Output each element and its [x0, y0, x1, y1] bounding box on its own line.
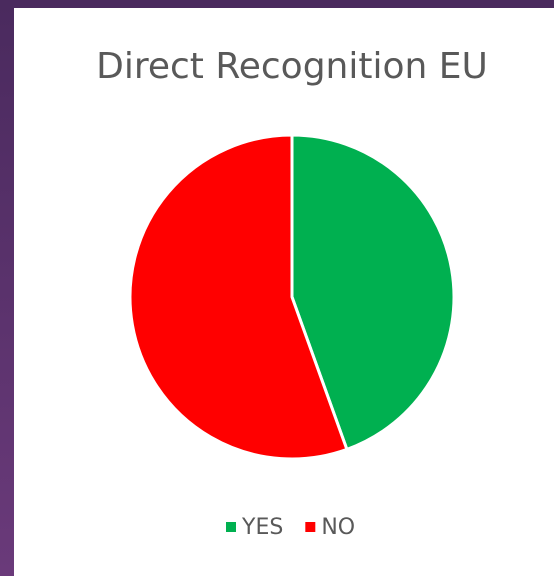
- pie-slice: [290, 133, 456, 452]
- legend-label: YES: [241, 515, 283, 540]
- pie-slice: [128, 133, 349, 461]
- legend-swatch: [226, 522, 236, 532]
- chart-title: Direct Recognition EU: [96, 46, 488, 87]
- legend-swatch: [305, 522, 316, 532]
- legend-label: NO: [321, 515, 355, 540]
